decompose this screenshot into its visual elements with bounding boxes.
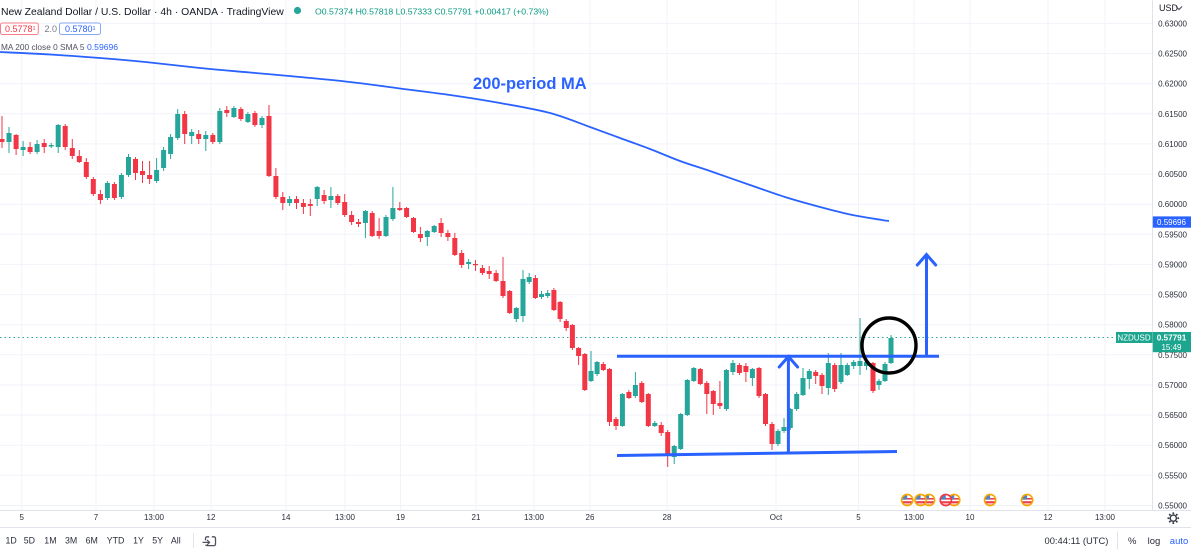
svg-text:0.59500: 0.59500	[1158, 230, 1187, 239]
svg-text:1D: 1D	[6, 536, 17, 546]
svg-text:O0.57374 H0.57818 L0.57333 C0.: O0.57374 H0.57818 L0.57333 C0.57791 +0.0…	[315, 6, 549, 16]
svg-text:13:00: 13:00	[144, 513, 165, 522]
svg-text:All: All	[171, 536, 181, 546]
svg-text:13:00: 13:00	[904, 513, 925, 522]
svg-text:0.60000: 0.60000	[1158, 200, 1187, 209]
svg-text:USD: USD	[1159, 3, 1179, 13]
svg-text:NZDUSD: NZDUSD	[1117, 333, 1151, 342]
svg-text:0.59696: 0.59696	[87, 42, 118, 52]
svg-text:0.55000: 0.55000	[1158, 502, 1187, 511]
svg-text:13:00: 13:00	[1095, 513, 1116, 522]
svg-text:MA 200 close 0 SMA 5: MA 200 close 0 SMA 5	[1, 42, 85, 52]
svg-text:2.0: 2.0	[45, 24, 58, 34]
svg-text:0.60500: 0.60500	[1158, 170, 1187, 179]
svg-text:0.58500: 0.58500	[1158, 291, 1187, 300]
svg-text:0.57801: 0.57801	[65, 24, 96, 34]
svg-text:15:49: 15:49	[1161, 343, 1182, 352]
svg-text:0.59696: 0.59696	[1157, 218, 1186, 227]
svg-text:0.62000: 0.62000	[1158, 80, 1187, 89]
svg-text:0.57791: 0.57791	[1157, 334, 1187, 343]
svg-text:6M: 6M	[86, 536, 98, 546]
svg-text:auto: auto	[1170, 536, 1189, 547]
svg-text:0.57500: 0.57500	[1158, 351, 1187, 360]
svg-text:12: 12	[207, 513, 216, 522]
svg-text:0.62500: 0.62500	[1158, 50, 1187, 59]
svg-text:5: 5	[19, 513, 24, 522]
svg-text:28: 28	[663, 513, 672, 522]
svg-text:0.56000: 0.56000	[1158, 441, 1187, 450]
svg-text:Oct: Oct	[770, 513, 783, 522]
svg-text:0.56500: 0.56500	[1158, 411, 1187, 420]
svg-text:10: 10	[966, 513, 975, 522]
svg-text:0.59000: 0.59000	[1158, 260, 1187, 269]
svg-text:1M: 1M	[44, 536, 56, 546]
svg-text:0.57781: 0.57781	[5, 24, 36, 34]
svg-text:1Y: 1Y	[133, 536, 144, 546]
svg-text:0.57000: 0.57000	[1158, 381, 1187, 390]
svg-text:26: 26	[586, 513, 595, 522]
svg-text:YTD: YTD	[107, 536, 125, 546]
svg-text:New Zealand Dollar / U.S. Doll: New Zealand Dollar / U.S. Dollar · 4h · …	[1, 7, 284, 18]
svg-text:5: 5	[856, 513, 861, 522]
svg-text:3M: 3M	[65, 536, 77, 546]
svg-text:5D: 5D	[24, 536, 35, 546]
svg-text:200-period MA: 200-period MA	[473, 75, 587, 93]
svg-text:%: %	[1128, 536, 1137, 547]
svg-text:14: 14	[282, 513, 291, 522]
svg-text:7: 7	[94, 513, 99, 522]
svg-text:00:44:11 (UTC): 00:44:11 (UTC)	[1045, 535, 1109, 546]
svg-text:13:00: 13:00	[335, 513, 356, 522]
svg-text:0.58000: 0.58000	[1158, 321, 1187, 330]
svg-text:0.61500: 0.61500	[1158, 110, 1187, 119]
svg-text:0.55500: 0.55500	[1158, 471, 1187, 480]
svg-text:5Y: 5Y	[152, 536, 163, 546]
svg-text:log: log	[1148, 536, 1161, 547]
svg-text:19: 19	[396, 513, 405, 522]
svg-text:0.61000: 0.61000	[1158, 140, 1187, 149]
svg-text:0.63000: 0.63000	[1158, 19, 1187, 28]
svg-text:13:00: 13:00	[524, 513, 545, 522]
svg-text:12: 12	[1044, 513, 1053, 522]
svg-text:21: 21	[472, 513, 481, 522]
